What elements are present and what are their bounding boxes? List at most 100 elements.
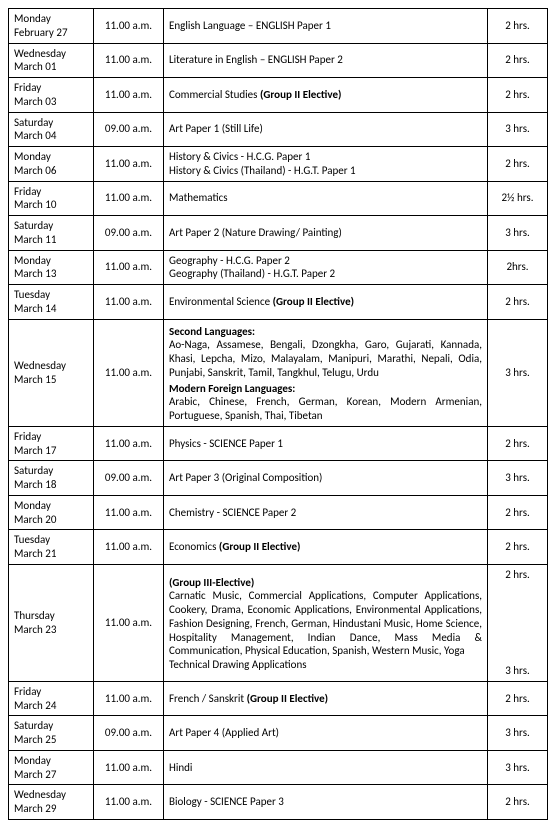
duration-top: 2 hrs. [493,568,542,582]
day-label: Monday [14,754,88,768]
duration-bottom: 3 hrs. [493,664,542,678]
table-row: FridayMarch 2411.00 a.m.French / Sanskri… [9,681,548,716]
duration-cell: 2 hrs. [488,785,548,820]
time-cell: 11.00 a.m. [94,250,164,285]
subject-line: Geography (Thailand) - H.G.T. Paper 2 [169,267,482,281]
date-label: March 11 [14,233,88,247]
date-cell: MondayMarch 13 [9,250,94,285]
subject-cell: Physics - SCIENCE Paper 1 [164,426,488,461]
date-label: March 29 [14,802,88,816]
date-cell: SaturdayMarch 18 [9,461,94,496]
languages-heading: Second Languages: [169,325,482,339]
day-label: Monday [14,12,88,26]
table-row: TuesdayMarch 1411.00 a.m.Environmental S… [9,285,548,320]
time-cell: 11.00 a.m. [94,564,164,681]
subject-cell: (Group III-Elective)Carnatic Music, Comm… [164,564,488,681]
languages-heading: Modern Foreign Languages: [169,382,482,396]
date-label: March 01 [14,60,88,74]
table-row: ThursdayMarch 2311.00 a.m.(Group III-Ele… [9,564,548,681]
time-cell: 09.00 a.m. [94,216,164,251]
subject-cell: Hindi [164,750,488,785]
duration-cell: 2 hrs. [488,495,548,530]
date-label: March 13 [14,267,88,281]
subject-text: Mathematics [169,191,228,204]
subject-cell: English Language – ENGLISH Paper 1 [164,9,488,44]
subject-text: English Language – ENGLISH Paper 1 [169,19,331,32]
table-row: MondayMarch 2711.00 a.m.Hindi3 hrs. [9,750,548,785]
date-cell: FridayMarch 17 [9,426,94,461]
subject-cell: French / Sanskrit (Group II Elective) [164,681,488,716]
group3-tail: Technical Drawing Applications [169,658,482,672]
date-cell: SaturdayMarch 04 [9,112,94,147]
day-label: Tuesday [14,288,88,302]
subject-text: Art Paper 1 (Still Life) [169,122,263,135]
table-row: SaturdayMarch 0409.00 a.m.Art Paper 1 (S… [9,112,548,147]
table-row: FridayMarch 1011.00 a.m.Mathematics2½ hr… [9,181,548,216]
subject-bold: (Group II Elective) [247,692,329,705]
subject-cell: Biology - SCIENCE Paper 3 [164,785,488,820]
time-cell: 11.00 a.m. [94,426,164,461]
time-cell: 11.00 a.m. [94,319,164,426]
time-cell: 09.00 a.m. [94,461,164,496]
subject-cell: Art Paper 2 (Nature Drawing/ Painting) [164,216,488,251]
subject-cell: History & Civics - H.C.G. Paper 1History… [164,147,488,182]
date-cell: ThursdayMarch 23 [9,564,94,681]
subject-text: Chemistry - SCIENCE Paper 2 [169,506,296,519]
date-label: March 15 [14,373,88,387]
languages-list: Ao-Naga, Assamese, Bengali, Dzongkha, Ga… [169,338,482,379]
day-label: Friday [14,81,88,95]
date-cell: MondayMarch 27 [9,750,94,785]
duration-cell: 3 hrs. [488,716,548,751]
duration-cell: 3 hrs. [488,112,548,147]
duration-cell: 2 hrs. [488,9,548,44]
day-label: Friday [14,185,88,199]
duration-cell: 2 hrs. [488,43,548,78]
duration-cell: 2 hrs. [488,426,548,461]
day-label: Tuesday [14,533,88,547]
subject-text: Physics - SCIENCE Paper 1 [169,437,283,450]
day-label: Saturday [14,116,88,130]
subject-text: Literature in English – ENGLISH Paper 2 [169,53,343,66]
time-cell: 09.00 a.m. [94,112,164,147]
table-row: WednesdayMarch 15 11.00 a.m. Second Langua… [9,319,548,426]
duration-cell: 2 hrs. [488,147,548,182]
subject-bold: (Group II Elective) [273,295,355,308]
time-cell: 11.00 a.m. [94,9,164,44]
day-label: Wednesday [14,359,88,373]
time-cell: 11.00 a.m. [94,495,164,530]
day-label: Monday [14,499,88,513]
time-cell: 11.00 a.m. [94,681,164,716]
duration-cell: 2 hrs. [488,530,548,565]
group3-heading: (Group III-Elective) [169,576,482,590]
duration-cell: 3 hrs. [488,216,548,251]
day-label: Friday [14,430,88,444]
subject-bold: (Group II Elective) [260,88,342,101]
date-cell: WednesdayMarch 01 [9,43,94,78]
subject-line: Geography - H.C.G. Paper 2 [169,254,482,268]
date-label: March 21 [14,547,88,561]
time-cell: 11.00 a.m. [94,147,164,182]
subject-line: History & Civics (Thailand) - H.G.T. Pap… [169,164,482,178]
day-label: Wednesday [14,788,88,802]
table-row: WednesdayMarch 0111.00 a.m.Literature in… [9,43,548,78]
date-label: March 17 [14,444,88,458]
duration-cell: 2 hrs. 3 hrs. [488,564,548,681]
date-label: March 25 [14,733,88,747]
table-row: MondayFebruary 2711.00 a.m.English Langu… [9,9,548,44]
day-label: Saturday [14,719,88,733]
date-label: March 04 [14,129,88,143]
subject-text: Hindi [169,761,192,774]
time-cell: 11.00 a.m. [94,785,164,820]
subject-cell: Art Paper 1 (Still Life) [164,112,488,147]
table-row: MondayMarch 0611.00 a.m.History & Civics… [9,147,548,182]
date-label: March 24 [14,699,88,713]
table-row: TuesdayMarch 2111.00 a.m.Economics (Grou… [9,530,548,565]
time-cell: 11.00 a.m. [94,181,164,216]
subject-text: Art Paper 2 (Nature Drawing/ Painting) [169,226,342,239]
duration-cell: 2 hrs. [488,681,548,716]
duration-cell: 3 hrs. [488,319,548,426]
group3-body: Carnatic Music, Commercial Applications,… [169,589,482,658]
subject-text: Art Paper 4 (Applied Art) [169,726,279,739]
date-label: March 27 [14,768,88,782]
date-label: March 10 [14,198,88,212]
